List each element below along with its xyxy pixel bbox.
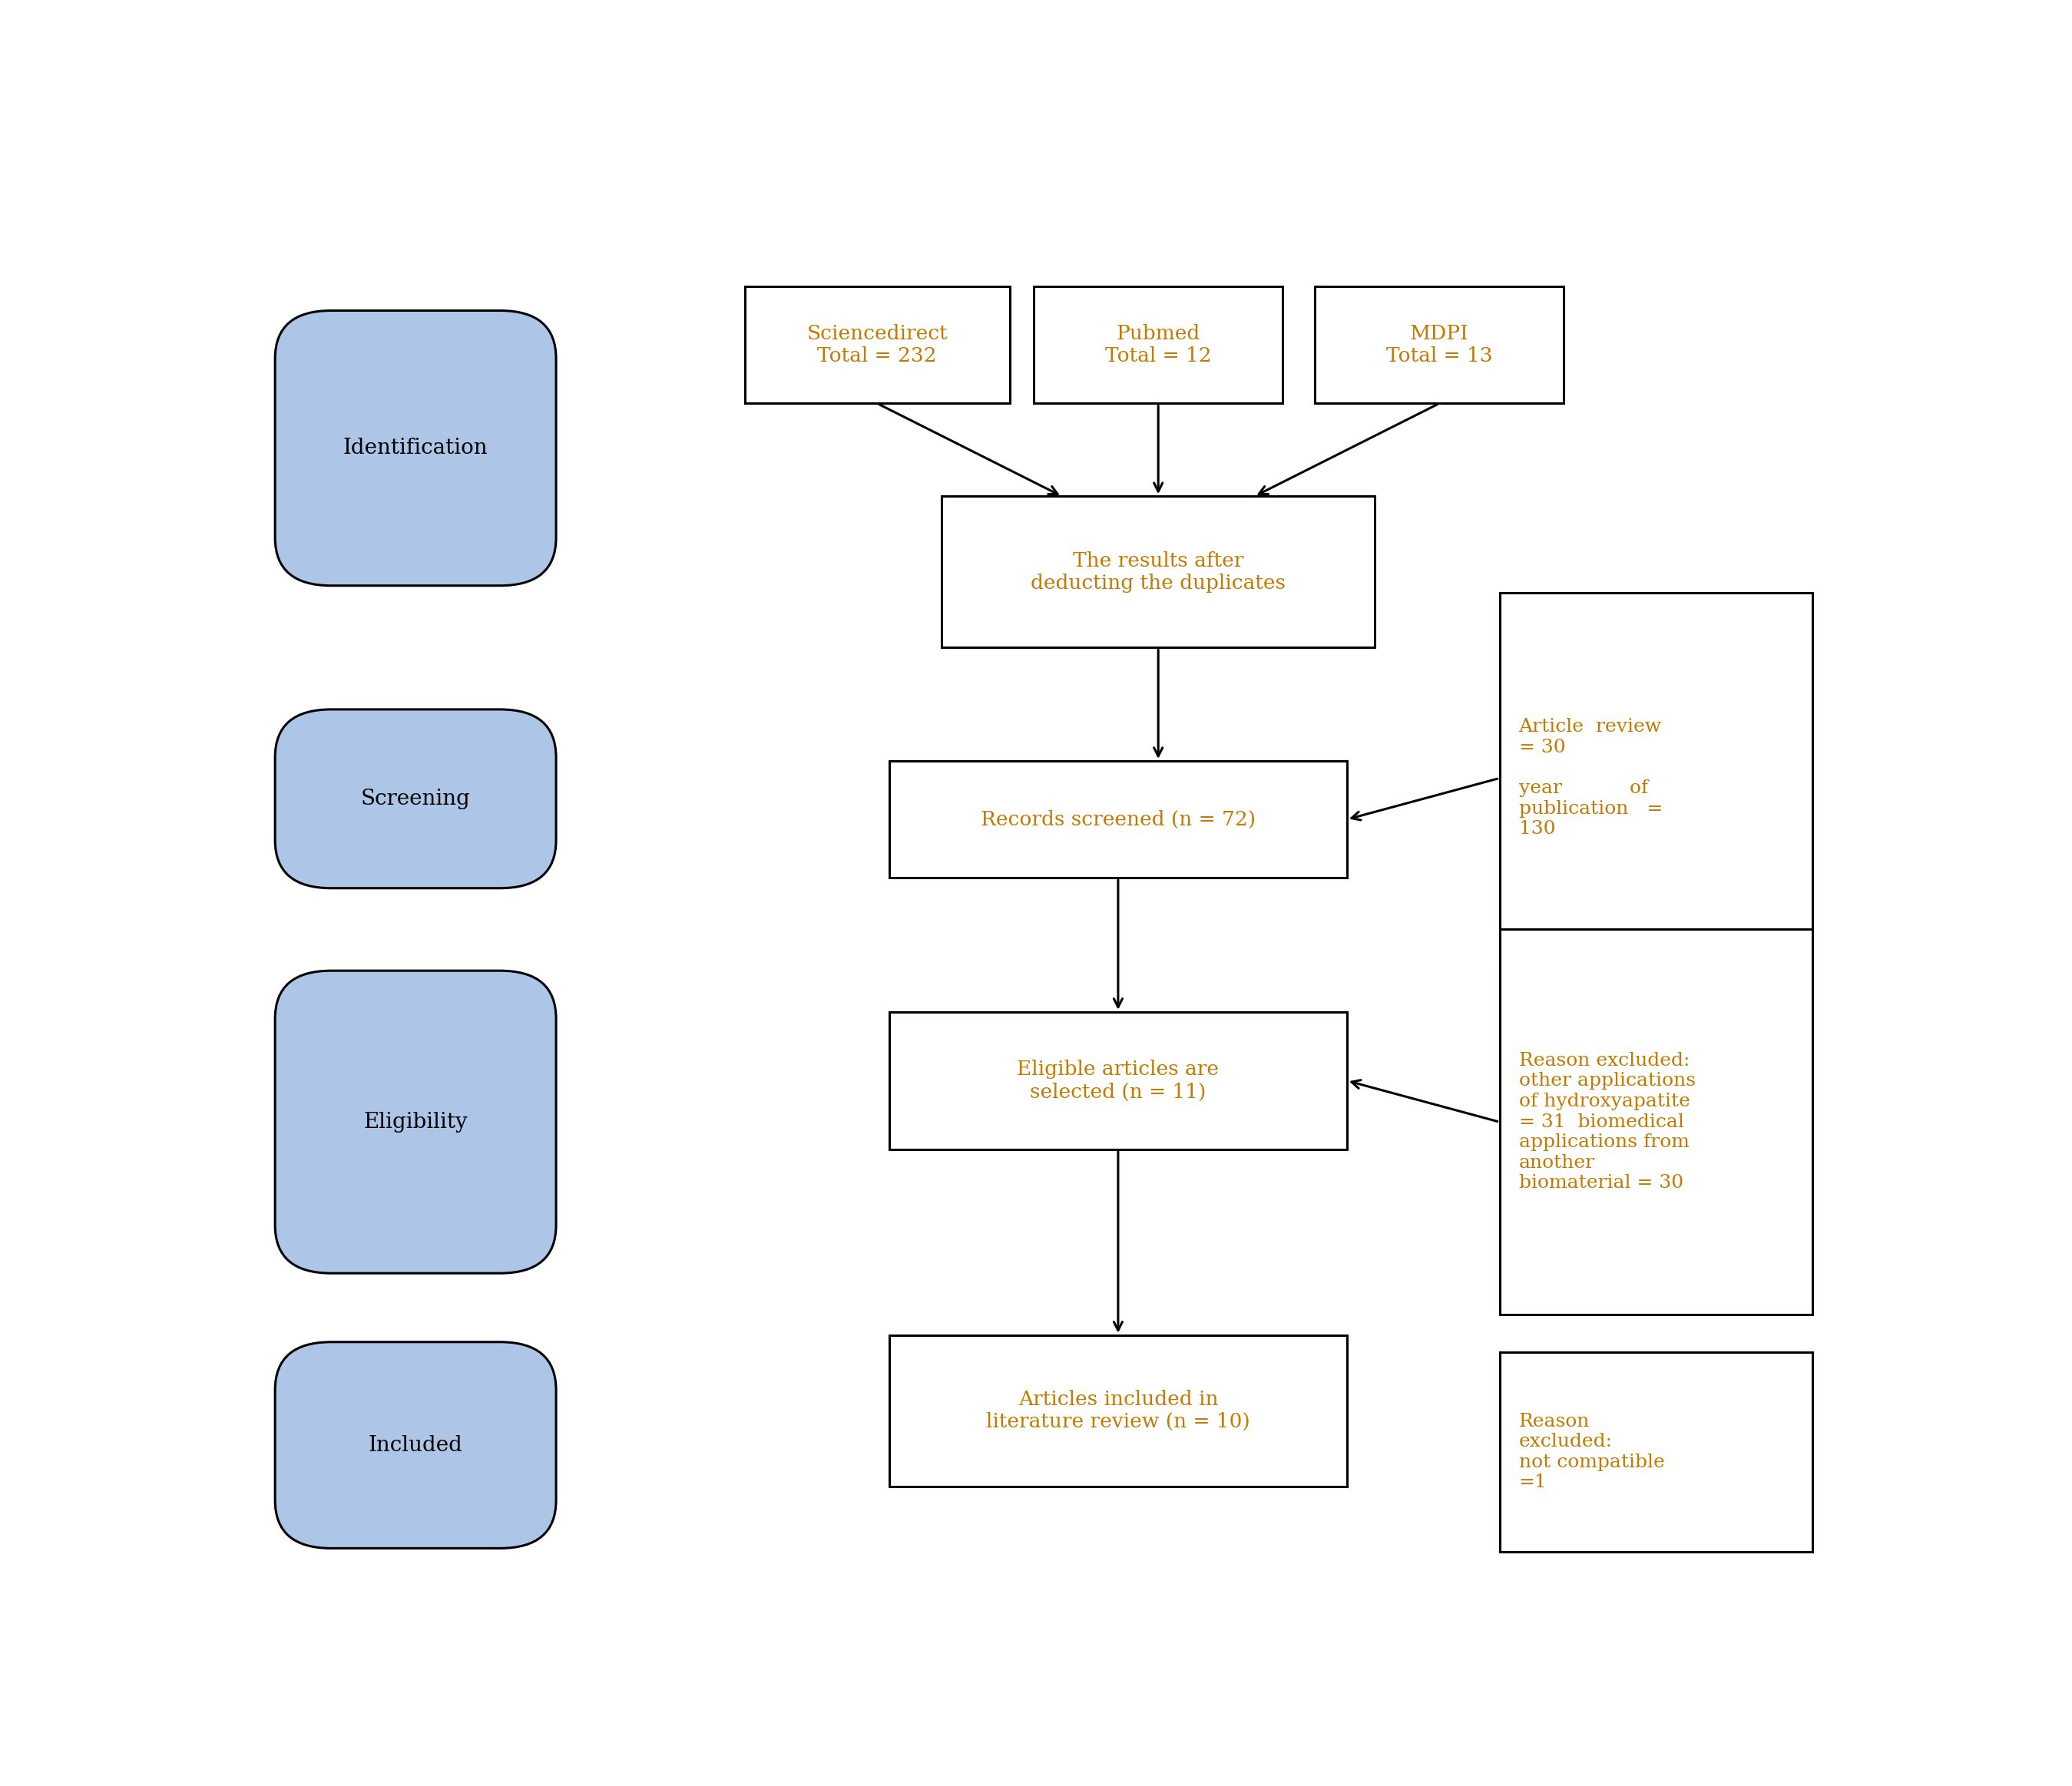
FancyBboxPatch shape xyxy=(276,1341,555,1548)
Text: Eligibility: Eligibility xyxy=(363,1111,468,1132)
FancyBboxPatch shape xyxy=(889,761,1347,879)
FancyBboxPatch shape xyxy=(941,497,1376,648)
Text: Included: Included xyxy=(369,1434,462,1456)
Text: Reason
excluded:
not compatible
=1: Reason excluded: not compatible =1 xyxy=(1519,1413,1664,1491)
Text: Records screened (n = 72): Records screened (n = 72) xyxy=(980,809,1256,829)
FancyBboxPatch shape xyxy=(889,1013,1347,1150)
Text: Screening: Screening xyxy=(361,788,470,809)
FancyBboxPatch shape xyxy=(276,972,555,1273)
Text: Article  review
= 30

year           of
publication   =
130: Article review = 30 year of publication … xyxy=(1519,718,1662,838)
Text: Sciencedirect
Total = 232: Sciencedirect Total = 232 xyxy=(806,325,947,366)
FancyBboxPatch shape xyxy=(744,286,1009,404)
FancyBboxPatch shape xyxy=(1500,929,1813,1314)
Text: Reason excluded:
other applications
of hydroxyapatite
= 31  biomedical
applicati: Reason excluded: other applications of h… xyxy=(1519,1052,1695,1191)
FancyBboxPatch shape xyxy=(1034,286,1283,404)
Text: Articles included in
literature review (n = 10): Articles included in literature review (… xyxy=(986,1390,1249,1432)
Text: The results after
deducting the duplicates: The results after deducting the duplicat… xyxy=(1030,552,1287,593)
Text: Eligible articles are
selected (n = 11): Eligible articles are selected (n = 11) xyxy=(1017,1059,1218,1102)
FancyBboxPatch shape xyxy=(276,311,555,586)
FancyBboxPatch shape xyxy=(1316,286,1564,404)
FancyBboxPatch shape xyxy=(1500,1352,1813,1552)
Text: Pubmed
Total = 12: Pubmed Total = 12 xyxy=(1104,325,1212,366)
FancyBboxPatch shape xyxy=(1500,593,1813,964)
FancyBboxPatch shape xyxy=(276,709,555,888)
FancyBboxPatch shape xyxy=(889,1336,1347,1486)
Text: MDPI
Total = 13: MDPI Total = 13 xyxy=(1386,325,1492,366)
Text: Identification: Identification xyxy=(344,438,489,459)
